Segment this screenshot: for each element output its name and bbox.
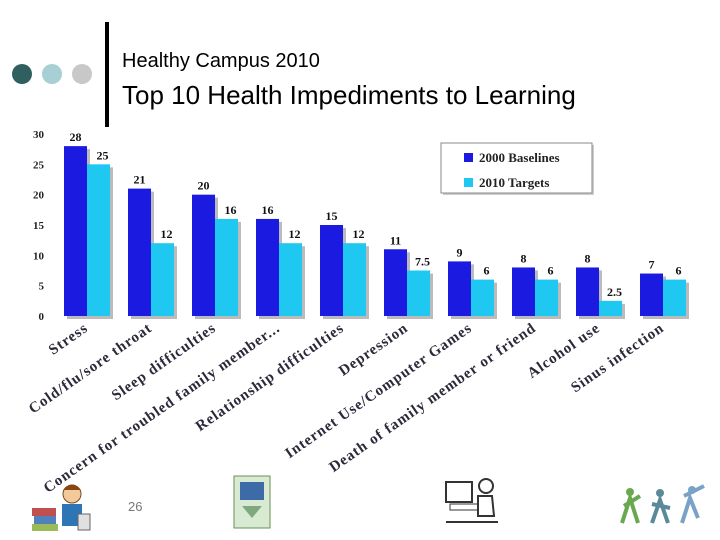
target-value-label: 12 (161, 227, 173, 241)
baseline-value-label: 8 (521, 251, 527, 265)
target-value-label: 6 (548, 264, 554, 278)
baseline-bar (576, 267, 599, 316)
diploma-clipart (233, 475, 271, 529)
baseline-bar (320, 225, 343, 316)
baseline-bar (256, 218, 279, 316)
baseline-bar (128, 188, 151, 316)
baseline-value-label: 16 (262, 203, 274, 217)
y-tick-label: 5 (39, 281, 45, 293)
category-label: Stress (46, 320, 91, 358)
legend-swatch-target (464, 178, 473, 187)
baseline-value-label: 9 (457, 245, 463, 259)
legend-label-baseline: 2000 Baselines (479, 150, 560, 165)
baseline-value-label: 28 (70, 130, 82, 144)
y-tick-label: 30 (33, 129, 45, 141)
legend-swatch-baseline (464, 153, 473, 162)
baseline-value-label: 20 (198, 179, 210, 193)
target-value-label: 16 (225, 203, 237, 217)
target-bar (343, 243, 366, 316)
y-tick-label: 25 (33, 159, 45, 171)
baseline-value-label: 15 (326, 209, 338, 223)
target-bar (535, 279, 558, 316)
baseline-value-label: 21 (134, 173, 146, 187)
baseline-value-label: 11 (390, 233, 401, 247)
category-label: Concern for troubled family member... (41, 320, 283, 496)
baseline-bar (384, 249, 407, 316)
slide-title: Healthy Campus 2010 (122, 50, 320, 72)
target-bar (471, 279, 494, 316)
target-value-label: 2.5 (607, 285, 622, 299)
y-tick-label: 0 (39, 311, 45, 323)
dot-teal (42, 64, 62, 84)
target-bar (407, 270, 430, 316)
target-bar (663, 279, 686, 316)
dot-gray (72, 64, 92, 84)
baseline-bar (448, 261, 471, 316)
title-divider (105, 22, 109, 127)
target-value-label: 25 (97, 148, 109, 162)
baseline-bar (512, 267, 535, 316)
target-bar (599, 300, 622, 316)
category-label: Cold/flu/sore throat (26, 320, 155, 417)
slide-number: 26 (128, 499, 143, 514)
target-value-label: 12 (353, 227, 365, 241)
target-value-label: 7.5 (415, 255, 430, 269)
target-value-label: 6 (676, 264, 682, 278)
dot-dark (12, 64, 32, 84)
slide-subtitle: Top 10 Health Impediments to Learning (122, 80, 576, 110)
y-tick-label: 15 (33, 220, 45, 232)
baseline-bar (640, 273, 663, 316)
baseline-bar (192, 194, 215, 316)
computer-user-clipart (445, 478, 498, 523)
target-value-label: 6 (484, 264, 490, 278)
target-value-label: 12 (289, 227, 301, 241)
baseline-bar (64, 146, 87, 316)
baseline-value-label: 8 (585, 251, 591, 265)
y-tick-label: 10 (33, 250, 45, 262)
y-tick-label: 20 (33, 190, 45, 202)
legend-label-target: 2010 Targets (479, 175, 549, 190)
target-bar (151, 243, 174, 316)
dancers-clipart (620, 484, 705, 524)
baseline-value-label: 7 (649, 258, 655, 272)
student-books-clipart (32, 484, 91, 531)
target-bar (279, 243, 302, 316)
category-label: Sleep difficulties (109, 320, 219, 404)
target-bar (215, 218, 238, 316)
target-bar (87, 164, 110, 316)
decorative-dots (12, 64, 94, 86)
